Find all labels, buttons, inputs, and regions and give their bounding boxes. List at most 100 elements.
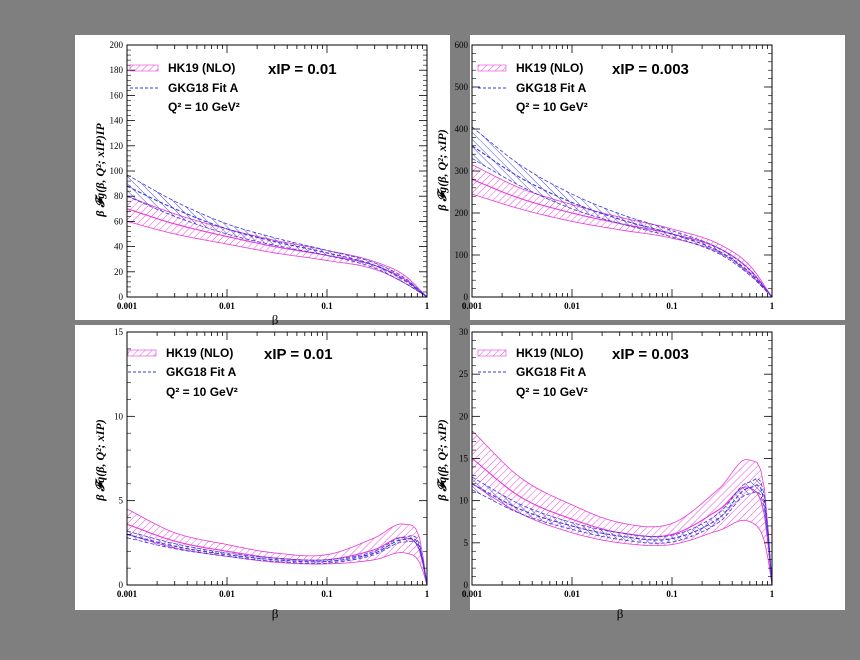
bands: [471, 126, 773, 298]
plot-frame: [126, 331, 428, 586]
panel-background: [470, 325, 845, 610]
x-tick-label: 1: [770, 301, 775, 311]
line-gkg18-upper: [471, 126, 773, 298]
y-tick-label: 0: [464, 580, 469, 590]
y-tick-label: 10: [114, 411, 124, 421]
line-gkg18-lower: [126, 537, 428, 586]
legend-hk19-swatch: [477, 349, 507, 357]
legend: HK19 (NLO) GKG18 Fit A Q² = 10 GeV² xIP …: [477, 346, 689, 399]
y-tick-label: 80: [114, 191, 124, 201]
legend-hk19-label: HK19 (NLO): [168, 61, 235, 75]
legend: HK19 (NLO) GKG18 Fit A Q² = 10 GeV² xIP …: [127, 346, 333, 399]
legend-gkg18-label: GKG18 Fit A: [516, 365, 587, 379]
x-tick-label: 0.01: [219, 589, 235, 599]
xip-label: xIP = 0.01: [268, 61, 337, 78]
y-tick-label: 20: [114, 267, 124, 277]
band-gkg18: [472, 477, 772, 585]
y-tick-label: 400: [455, 124, 469, 134]
line-gkg18-central: [471, 145, 773, 298]
band-hk19: [472, 430, 772, 585]
y-tick-label: 100: [455, 250, 469, 260]
x-tick-label: 1: [770, 589, 775, 599]
y-tick-label: 600: [455, 40, 469, 50]
q2-label: Q² = 10 GeV²: [516, 100, 588, 114]
x-tick-label: 1: [425, 301, 430, 311]
line-gkg18-lower: [126, 195, 428, 298]
panel-background: [75, 325, 450, 610]
line-hk19-upper: [126, 508, 428, 586]
line-gkg18-upper: [471, 476, 773, 586]
axes: [126, 331, 428, 586]
y-tick-label: 0: [119, 292, 124, 302]
y-tick-label: 140: [110, 116, 124, 126]
x-tick-label: 0.001: [462, 589, 483, 599]
legend-hk19-swatch: [127, 349, 157, 357]
xip-label: xIP = 0.003: [612, 61, 689, 78]
y-tick-label: 30: [459, 327, 469, 337]
x-tick-label: 0.1: [666, 589, 678, 599]
x-tick-label: 0.001: [117, 589, 138, 599]
y-tick-label: 200: [110, 40, 124, 50]
legend-gkg18-label: GKG18 Fit A: [166, 365, 237, 379]
legend-gkg18-label: GKG18 Fit A: [516, 81, 587, 95]
tick-labels: 0.001 0.01 0.1 1 0 100 200 300 400 500 600: [455, 40, 775, 311]
y-tick-label: 5: [119, 496, 124, 506]
legend-gkg18-label: GKG18 Fit A: [168, 81, 239, 95]
y-axis-label: β 𝓕q(β, Q²; xIP): [435, 419, 449, 501]
line-hk19-lower: [126, 221, 428, 298]
line-gkg18-central: [126, 533, 428, 586]
line-gkg18-upper: [126, 174, 428, 298]
xip-label: xIP = 0.003: [612, 346, 689, 363]
x-tick-label: 0.001: [462, 301, 483, 311]
y-tick-label: 40: [114, 242, 124, 252]
y-tick-label: 25: [459, 369, 469, 379]
x-tick-label: 0.01: [564, 589, 580, 599]
axes: [126, 44, 428, 298]
x-tick-label: 1: [425, 589, 430, 599]
y-tick-label: 0: [464, 292, 469, 302]
y-tick-label: 15: [459, 454, 469, 464]
y-tick-label: 20: [459, 411, 469, 421]
x-axis-label: β: [272, 606, 279, 621]
legend-hk19-label: HK19 (NLO): [516, 61, 583, 75]
bands: [126, 174, 428, 298]
line-gkg18-lower: [471, 489, 773, 586]
y-tick-label: 10: [459, 496, 469, 506]
legend-hk19-swatch: [477, 64, 507, 72]
x-axis-label: β: [272, 312, 279, 327]
legend: HK19 (NLO) GKG18 Fit A Q² = 10 GeV² xIP …: [477, 61, 689, 114]
line-gkg18-lower: [471, 158, 773, 298]
axes: [471, 331, 773, 586]
x-tick-label: 0.001: [117, 301, 138, 311]
legend-hk19-label: HK19 (NLO): [166, 346, 233, 360]
y-tick-label: 100: [110, 166, 124, 176]
y-tick-label: 160: [110, 90, 124, 100]
y-tick-label: 15: [114, 327, 124, 337]
y-tick-label: 180: [110, 65, 124, 75]
x-tick-label: 0.1: [321, 589, 333, 599]
legend-hk19-label: HK19 (NLO): [516, 346, 583, 360]
y-axis-label: β 𝓕g(β, Q²; xIP): [435, 129, 449, 211]
bands: [471, 430, 773, 586]
y-tick-label: 300: [455, 166, 469, 176]
q2-label: Q² = 10 GeV²: [166, 385, 238, 399]
y-tick-label: 120: [110, 141, 124, 151]
y-tick-label: 60: [114, 216, 124, 226]
y-axis-label: β 𝓕q(β, Q²; xIP): [93, 419, 107, 501]
line-gkg18-central: [471, 483, 773, 586]
panel-gluon-xip-0-01: 0.001 0.01 0.1 1 0 20 40 60 80 100 120 140 160 180 200…: [75, 35, 450, 327]
line-gkg18-central: [126, 185, 428, 298]
x-tick-label: 0.1: [666, 301, 678, 311]
xip-label: xIP = 0.01: [264, 346, 333, 363]
x-tick-label: 0.01: [219, 301, 235, 311]
panel-gluon-xip-0-003: 0.001 0.01 0.1 1 0 100 200 300 400 500 600 β 𝓕g(β,…: [435, 35, 845, 320]
legend-hk19-swatch: [129, 64, 159, 72]
tick-labels: 0.001 0.01 0.1 1 0 20 40 60 80 100 120 140 160 180 200: [110, 40, 430, 311]
line-gkg18-upper: [126, 530, 428, 586]
y-axis-label: β 𝓕g(β, Q²; xIP)IP: [93, 123, 107, 218]
